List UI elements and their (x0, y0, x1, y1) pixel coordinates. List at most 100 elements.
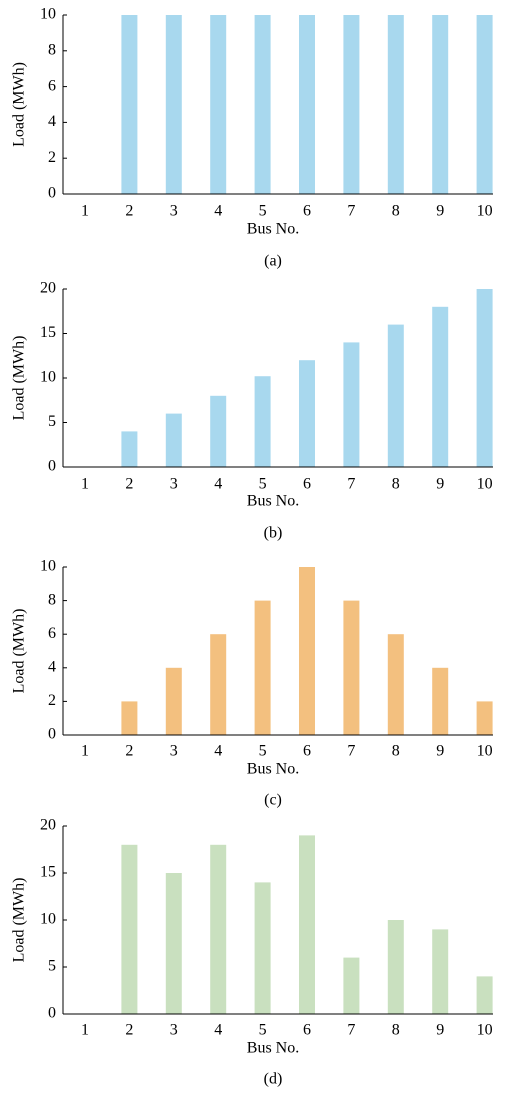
bar (432, 15, 449, 194)
y-tick-label: 20 (40, 817, 56, 834)
x-tick-label: 7 (347, 476, 355, 493)
x-tick-label: 4 (214, 476, 222, 493)
x-tick-label: 2 (125, 203, 133, 220)
x-tick-label: 1 (81, 203, 89, 220)
y-tick-label: 10 (40, 369, 56, 386)
y-tick-label: 15 (40, 324, 56, 341)
x-tick-label: 6 (303, 476, 311, 493)
x-tick-label: 6 (303, 203, 311, 220)
x-tick-label: 8 (392, 743, 400, 760)
bar (165, 413, 182, 467)
x-tick-label: 1 (81, 1022, 89, 1039)
bar (476, 701, 493, 735)
x-tick-label: 10 (477, 1022, 493, 1039)
bar (210, 844, 227, 1014)
bar (387, 324, 404, 467)
bar (299, 360, 315, 467)
y-tick-label: 5 (48, 413, 56, 430)
y-tick-label: 0 (48, 1005, 56, 1022)
x-tick-label: 3 (170, 1022, 178, 1039)
y-axis-label: Load (MWh) (11, 336, 28, 421)
x-tick-label: 4 (214, 203, 222, 220)
x-tick-label: 5 (259, 203, 267, 220)
caption: (d) (264, 1071, 283, 1088)
bar (165, 873, 182, 1014)
bar (121, 701, 138, 735)
x-tick-label: 7 (347, 1022, 355, 1039)
x-tick-label: 8 (392, 476, 400, 493)
bar (432, 929, 449, 1014)
bar (254, 600, 271, 735)
bar (387, 634, 404, 735)
y-tick-label: 10 (40, 558, 56, 575)
y-tick-label: 4 (48, 658, 56, 675)
bar (254, 882, 271, 1014)
x-tick-label: 10 (477, 476, 493, 493)
bar (254, 15, 271, 194)
y-tick-label: 2 (48, 692, 56, 709)
x-tick-label: 10 (477, 203, 493, 220)
x-tick-label: 9 (436, 203, 444, 220)
bar (299, 15, 315, 194)
bar (387, 920, 404, 1014)
y-tick-label: 6 (48, 77, 56, 94)
x-tick-label: 3 (170, 476, 178, 493)
x-tick-label: 5 (259, 1022, 267, 1039)
bar (387, 15, 404, 194)
y-tick-label: 0 (48, 726, 56, 743)
x-tick-label: 2 (125, 476, 133, 493)
x-axis-label: Bus No. (247, 221, 299, 238)
bar (343, 15, 360, 194)
bar (343, 342, 360, 467)
x-tick-label: 10 (477, 743, 493, 760)
y-tick-label: 8 (48, 591, 56, 608)
bar (432, 306, 449, 467)
x-tick-label: 2 (125, 743, 133, 760)
y-axis-label: Load (MWh) (11, 878, 28, 963)
y-tick-label: 2 (48, 149, 56, 166)
x-tick-label: 1 (81, 743, 89, 760)
y-axis-label: Load (MWh) (11, 62, 28, 147)
y-tick-label: 4 (48, 113, 56, 130)
bar (121, 844, 138, 1014)
x-tick-label: 6 (303, 743, 311, 760)
y-tick-label: 10 (40, 6, 56, 23)
x-tick-label: 5 (259, 476, 267, 493)
x-tick-label: 7 (347, 203, 355, 220)
bar (165, 15, 182, 194)
bar (210, 15, 227, 194)
x-tick-label: 2 (125, 1022, 133, 1039)
bar (210, 634, 227, 735)
x-axis-label: Bus No. (247, 1040, 299, 1057)
caption: (b) (264, 525, 283, 542)
x-tick-label: 1 (81, 476, 89, 493)
caption: (c) (264, 792, 282, 809)
y-axis-label: Load (MWh) (11, 609, 28, 694)
x-tick-label: 9 (436, 743, 444, 760)
x-tick-label: 7 (347, 743, 355, 760)
x-tick-label: 8 (392, 203, 400, 220)
y-tick-label: 15 (40, 864, 56, 881)
x-tick-label: 3 (170, 203, 178, 220)
bar (121, 15, 138, 194)
y-tick-label: 8 (48, 41, 56, 58)
bar (254, 376, 271, 467)
bar (299, 835, 315, 1014)
y-tick-label: 6 (48, 625, 56, 642)
x-tick-label: 9 (436, 1022, 444, 1039)
x-axis-label: Bus No. (247, 761, 299, 778)
bar (165, 667, 182, 735)
x-tick-label: 4 (214, 743, 222, 760)
bar (343, 600, 360, 735)
y-tick-label: 10 (40, 911, 56, 928)
bar (210, 395, 227, 467)
x-tick-label: 4 (214, 1022, 222, 1039)
y-tick-label: 0 (48, 185, 56, 202)
x-tick-label: 9 (436, 476, 444, 493)
bar (343, 957, 360, 1014)
x-tick-label: 3 (170, 743, 178, 760)
y-tick-label: 5 (48, 958, 56, 975)
bar (476, 976, 493, 1014)
caption: (a) (264, 253, 282, 270)
